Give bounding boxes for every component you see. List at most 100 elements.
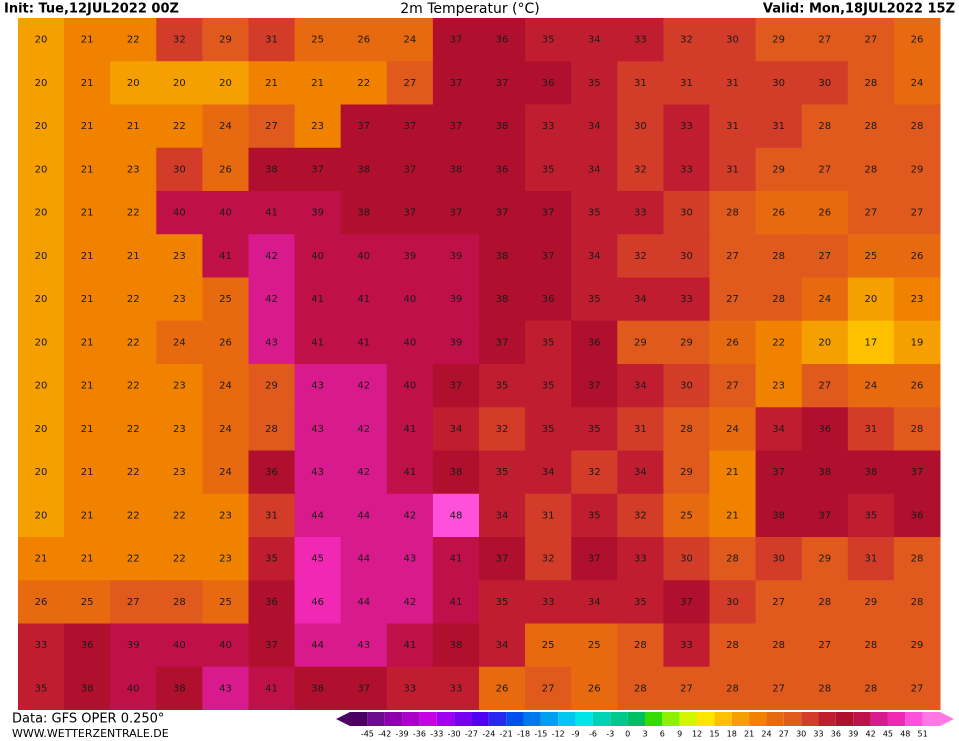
temperature-label: 37 — [818, 510, 831, 521]
temperature-label: 32 — [634, 510, 647, 521]
temperature-label: 21 — [127, 121, 140, 132]
temperature-label: 43 — [219, 683, 232, 694]
temperature-label: 29 — [265, 381, 278, 392]
temperature-cell — [571, 277, 618, 322]
temperature-cell — [156, 191, 203, 235]
temperature-cell — [479, 623, 526, 668]
temperature-cell — [202, 537, 249, 581]
temperature-cell — [617, 537, 664, 581]
legend-tick-label: -39 — [396, 730, 409, 739]
temperature-cell — [156, 493, 203, 538]
temperature-label: 34 — [588, 121, 601, 132]
temperature-cell — [755, 407, 803, 451]
legend-swatch — [887, 712, 906, 726]
temperature-cell — [617, 493, 664, 538]
temperature-cell — [525, 580, 572, 624]
temperature-cell — [110, 666, 157, 711]
legend-tick-label: -30 — [448, 730, 461, 739]
temperature-label: 28 — [634, 683, 647, 694]
temperature-label: 36 — [496, 35, 509, 46]
temperature-cell — [202, 104, 249, 149]
temperature-cell — [156, 364, 203, 408]
temperature-label: 21 — [35, 554, 48, 565]
temperature-label: 21 — [81, 337, 94, 348]
temperature-cell — [202, 191, 249, 235]
temperature-label: 21 — [726, 510, 739, 521]
temperature-cell — [709, 666, 757, 711]
temperature-cell — [432, 18, 480, 62]
temperature-cell — [525, 493, 572, 538]
temperature-cell — [893, 493, 941, 538]
temperature-label: 35 — [634, 597, 647, 608]
temperature-cell — [386, 623, 434, 668]
temperature-cell — [801, 623, 849, 668]
temperature-cell — [18, 234, 65, 278]
temperature-label: 23 — [127, 164, 140, 175]
legend-tick-label: 0 — [625, 730, 630, 739]
temperature-label: 31 — [726, 164, 739, 175]
temperature-label: 40 — [219, 640, 232, 651]
legend-tick-label: 33 — [813, 730, 823, 739]
temperature-label: 33 — [403, 683, 416, 694]
temperature-label: 35 — [542, 381, 555, 392]
temperature-label: 27 — [864, 35, 877, 46]
legend-swatch — [488, 712, 507, 726]
temperature-label: 32 — [680, 35, 693, 46]
temperature-cell — [432, 320, 480, 365]
legend-tick-label: 12 — [692, 730, 702, 739]
legend-swatch — [592, 712, 611, 726]
temperature-cell — [479, 580, 526, 624]
temperature-label: 20 — [219, 78, 232, 89]
temperature-cell — [110, 191, 157, 235]
temperature-label: 17 — [864, 337, 877, 348]
temperature-cell — [64, 61, 111, 105]
temperature-cell — [709, 320, 757, 365]
temperature-label: 22 — [173, 510, 186, 521]
temperature-cell — [202, 623, 249, 668]
temperature-cell — [847, 104, 895, 149]
temperature-cell — [248, 191, 296, 235]
temperature-label: 24 — [911, 78, 924, 89]
temperature-cell — [110, 18, 157, 62]
temperature-label: 21 — [81, 78, 94, 89]
temperature-label: 31 — [680, 78, 693, 89]
temperature-label: 21 — [265, 78, 278, 89]
temperature-label: 37 — [265, 640, 278, 651]
legend-swatch — [627, 712, 645, 726]
temperature-label: 22 — [173, 554, 186, 565]
temperature-label: 37 — [311, 164, 324, 175]
temperature-label: 44 — [357, 597, 370, 608]
temperature-label: 23 — [173, 294, 186, 305]
legend-swatch — [367, 712, 385, 726]
legend-tick-label: 36 — [831, 730, 841, 739]
temperature-cell — [248, 666, 296, 711]
temperature-cell — [18, 623, 65, 668]
temperature-cell — [479, 104, 526, 149]
legend-swatch — [540, 712, 559, 726]
temperature-label: 35 — [588, 78, 601, 89]
temperature-cell — [663, 364, 710, 408]
temperature-cell — [525, 277, 572, 322]
temperature-cell — [893, 61, 941, 105]
temperature-cell — [801, 191, 849, 235]
temperature-cell — [294, 277, 342, 322]
temperature-cell — [617, 580, 664, 624]
temperature-cell — [156, 623, 203, 668]
temperature-label: 21 — [726, 467, 739, 478]
temperature-label: 29 — [219, 35, 232, 46]
temperature-cell — [801, 320, 849, 365]
legend-swatch — [714, 712, 732, 726]
temperature-cell — [248, 537, 296, 581]
temperature-cell — [294, 147, 342, 192]
temperature-label: 29 — [772, 164, 785, 175]
temperature-label: 28 — [772, 251, 785, 262]
temperature-label: 22 — [127, 467, 140, 478]
temperature-label: 27 — [864, 208, 877, 219]
temperature-cell — [340, 580, 388, 624]
legend-tick-label: -36 — [413, 730, 426, 739]
temperature-cell — [571, 320, 618, 365]
temperature-cell — [617, 320, 664, 365]
temperature-cell — [525, 407, 572, 451]
temperature-label: 24 — [219, 467, 232, 478]
temperature-cell — [801, 61, 849, 105]
